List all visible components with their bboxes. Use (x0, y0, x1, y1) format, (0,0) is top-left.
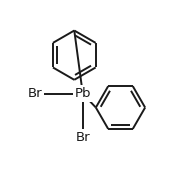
Text: Br: Br (75, 131, 90, 144)
Text: Pb: Pb (75, 87, 91, 100)
Text: Br: Br (28, 87, 43, 100)
